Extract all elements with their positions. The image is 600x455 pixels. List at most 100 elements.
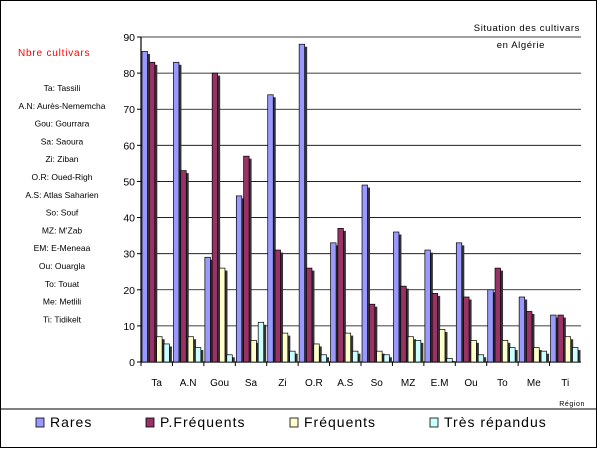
bar bbox=[414, 339, 422, 363]
region-key-item: Gou: Gourrara bbox=[35, 119, 90, 129]
x-tick-label: MZ bbox=[401, 378, 415, 389]
bar-shadow bbox=[319, 346, 322, 362]
bar bbox=[376, 350, 383, 363]
bar-shadow bbox=[406, 288, 409, 362]
bar bbox=[494, 267, 501, 363]
legend-swatch bbox=[429, 417, 439, 428]
bar-shadow bbox=[287, 335, 291, 362]
bar bbox=[148, 61, 156, 363]
bar-shadow bbox=[524, 299, 528, 362]
y-tick-label: 20 bbox=[123, 285, 135, 297]
bar-shadow bbox=[430, 252, 433, 362]
y-tick-label: 50 bbox=[123, 176, 135, 188]
y-tick-label: 10 bbox=[123, 321, 135, 333]
bar bbox=[518, 296, 526, 363]
x-tick-label: To bbox=[497, 378, 508, 389]
bar-shadow bbox=[186, 173, 189, 362]
chart-title-line-2: en Algérie bbox=[497, 40, 545, 51]
x-tick-label: Sa bbox=[245, 378, 258, 389]
x-tick-label: A.N bbox=[180, 378, 197, 389]
bar bbox=[424, 249, 431, 363]
bar-shadow bbox=[374, 306, 378, 362]
x-tick-label: A.S bbox=[337, 378, 353, 389]
bar bbox=[470, 339, 477, 363]
bar-shadow bbox=[280, 252, 284, 362]
bar bbox=[320, 354, 327, 363]
legend: Rares P.Fréquents Fréquents Très répandus bbox=[35, 414, 547, 430]
bar-shadow bbox=[343, 230, 346, 362]
legend-swatch bbox=[289, 417, 299, 428]
bar-shadow bbox=[413, 339, 417, 362]
outer-border bbox=[0, 0, 597, 448]
bar-shadow bbox=[556, 317, 559, 362]
bar bbox=[550, 314, 557, 363]
bar-shadow bbox=[539, 350, 542, 362]
bar-shadow bbox=[398, 234, 402, 362]
legend-swatch bbox=[35, 417, 45, 428]
x-axis-label: Région bbox=[559, 401, 585, 408]
bar-shadow bbox=[570, 339, 574, 362]
region-key-item: Ou: Ouargla bbox=[39, 261, 86, 271]
bar bbox=[243, 155, 250, 363]
bar bbox=[463, 296, 470, 363]
bar bbox=[180, 170, 187, 363]
y-tick-label: 30 bbox=[123, 249, 135, 261]
region-key-item: O.R: Oued-Righ bbox=[32, 172, 93, 182]
legend-label: P.Fréquents bbox=[160, 414, 245, 430]
region-key-item: Sa: Saoura bbox=[41, 136, 84, 146]
bar bbox=[337, 228, 344, 363]
bar bbox=[289, 350, 296, 363]
y-tick-label: 60 bbox=[123, 140, 135, 152]
bar bbox=[352, 350, 359, 363]
legend-label: Très répandus bbox=[444, 414, 547, 430]
x-tick-label: Ta bbox=[151, 378, 162, 389]
x-tick-label: O.R bbox=[305, 378, 323, 389]
bar bbox=[204, 256, 211, 363]
region-key-item: Ta: Tassili bbox=[44, 83, 81, 93]
region-key-item: Ti: Tidikelt bbox=[43, 314, 82, 324]
bar-shadow bbox=[200, 350, 204, 362]
bar-shadow bbox=[483, 357, 487, 362]
bar-shadow bbox=[469, 299, 472, 362]
bar-shadow bbox=[169, 346, 172, 362]
bar bbox=[501, 339, 509, 363]
y-tick-label: 70 bbox=[123, 104, 135, 116]
legend-label: Rares bbox=[50, 414, 92, 430]
bar-shadow bbox=[507, 342, 511, 362]
bar bbox=[407, 336, 414, 363]
bar-shadow bbox=[326, 357, 330, 362]
legend-label: Fréquents bbox=[304, 414, 376, 430]
bar bbox=[173, 61, 180, 363]
bar-shadow bbox=[382, 353, 385, 362]
bar bbox=[487, 289, 494, 363]
bar-shadow bbox=[249, 158, 252, 362]
y-tick-label: 90 bbox=[123, 32, 135, 44]
bar-shadow bbox=[193, 339, 197, 362]
bar bbox=[400, 285, 407, 363]
bar bbox=[393, 231, 400, 363]
bar bbox=[446, 358, 453, 363]
bar bbox=[226, 354, 233, 363]
region-key-item: Zi: Ziban bbox=[45, 154, 78, 164]
bar-shadow bbox=[500, 270, 504, 362]
region-key-item: EM: E-Meneaa bbox=[34, 243, 91, 253]
bar-shadow bbox=[304, 46, 308, 362]
x-tick-label: Ti bbox=[561, 378, 569, 389]
bar bbox=[564, 336, 572, 363]
bar bbox=[477, 354, 485, 363]
bar bbox=[219, 267, 226, 363]
bar-shadow bbox=[461, 245, 465, 362]
x-tick-label: E.M bbox=[431, 378, 449, 389]
bar bbox=[298, 43, 306, 363]
x-tick-label: Gou bbox=[210, 378, 229, 389]
bar-shadow bbox=[357, 353, 361, 362]
bar-shadow bbox=[437, 295, 441, 362]
x-tick-label: Zi bbox=[278, 378, 286, 389]
bar-shadow bbox=[217, 75, 221, 362]
bar-shadow bbox=[147, 53, 151, 362]
bar-shadow bbox=[178, 64, 182, 363]
bar-shadow bbox=[210, 259, 213, 362]
bar bbox=[431, 293, 439, 363]
bar bbox=[141, 51, 148, 363]
